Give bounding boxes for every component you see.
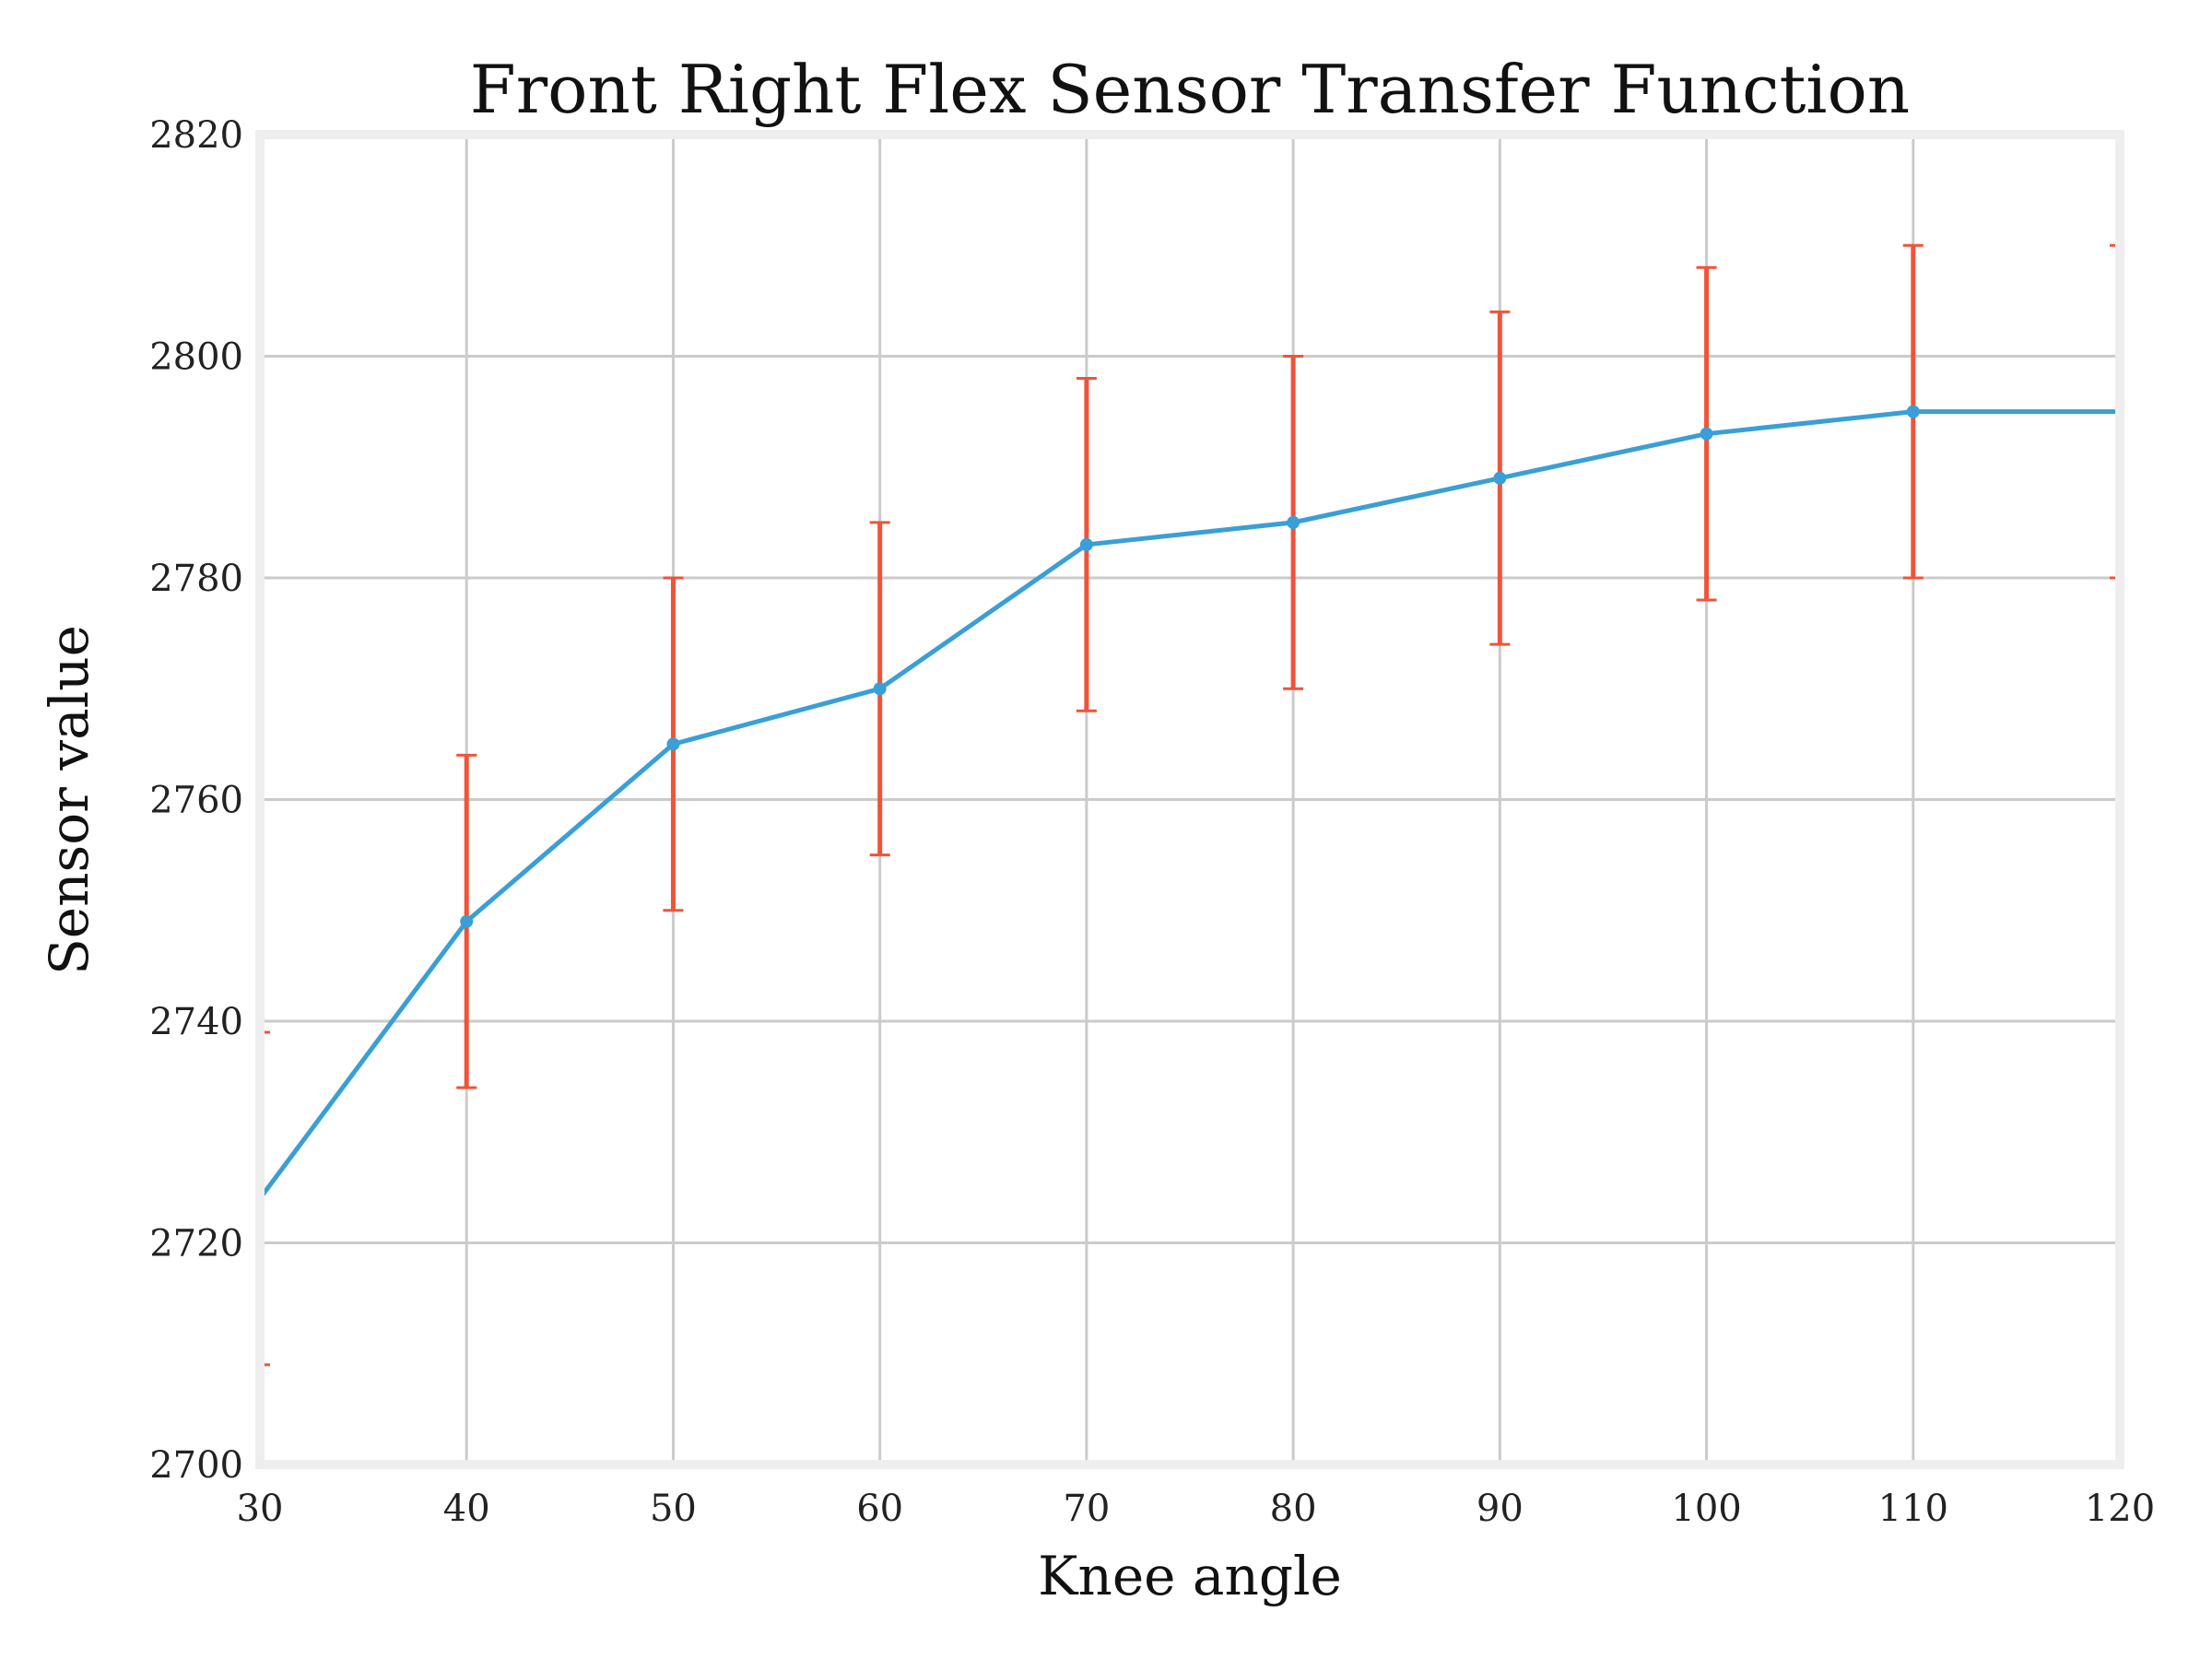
x-tick-label-6: 90 — [1477, 1488, 1524, 1530]
x-tick-label-5: 80 — [1270, 1488, 1317, 1530]
chart-title: Front Right Flex Sensor Transfer Functio… — [470, 51, 1910, 128]
y-tick-label-6: 2820 — [149, 114, 243, 157]
data-point-0-7 — [1700, 427, 1713, 441]
y-tick-label-2: 2740 — [149, 1001, 243, 1043]
y-axis-label: Sensor value — [38, 625, 100, 975]
data-point-0-6 — [1493, 471, 1507, 485]
y-tick-labels: 2700 2720 2740 2760 2780 2800 2820 — [149, 114, 243, 1487]
data-point-0-8 — [1906, 405, 1920, 418]
x-tick-label-3: 60 — [856, 1488, 903, 1530]
x-tick-labels: 30 40 50 60 70 80 90 100 110 120 — [237, 1488, 2156, 1530]
x-tick-label-4: 70 — [1063, 1488, 1110, 1530]
y-tick-label-1: 2720 — [149, 1223, 243, 1265]
data-point-0-4 — [1079, 537, 1093, 551]
data-point-0-1 — [460, 914, 474, 928]
y-tick-label-3: 2760 — [149, 780, 243, 822]
data-point-0-5 — [1287, 515, 1300, 529]
x-tick-label-2: 50 — [650, 1488, 697, 1530]
data-point-0-2 — [666, 737, 680, 751]
data-points — [460, 405, 1920, 928]
x-tick-label-0: 30 — [237, 1488, 284, 1530]
y-tick-label-5: 2800 — [149, 336, 243, 379]
x-tick-label-7: 100 — [1671, 1488, 1741, 1530]
x-axis-label: Knee angle — [1038, 1545, 1342, 1607]
x-tick-label-1: 40 — [443, 1488, 490, 1530]
data-point-0-3 — [873, 682, 887, 696]
y-tick-label-4: 2780 — [149, 558, 243, 600]
series-line — [257, 409, 2120, 1200]
x-tick-label-9: 120 — [2085, 1488, 2155, 1530]
y-tick-label-0: 2700 — [149, 1444, 243, 1487]
plot-frame — [255, 130, 2124, 1469]
x-tick-label-8: 110 — [1878, 1488, 1948, 1530]
